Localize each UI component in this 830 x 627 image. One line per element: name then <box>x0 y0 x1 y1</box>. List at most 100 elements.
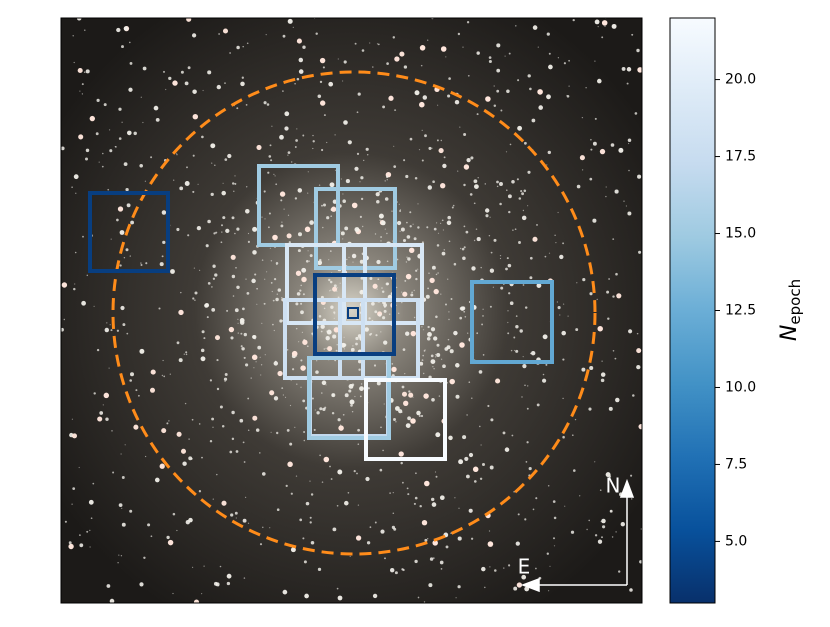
star <box>239 320 245 325</box>
star <box>576 184 581 189</box>
star <box>218 33 220 35</box>
star <box>173 179 175 181</box>
star <box>93 305 95 307</box>
star <box>256 287 258 290</box>
star <box>636 332 639 335</box>
star <box>459 342 465 348</box>
star <box>382 449 384 452</box>
star <box>316 360 318 362</box>
star <box>176 227 180 232</box>
star <box>632 394 635 397</box>
star <box>297 232 303 237</box>
star <box>410 330 417 337</box>
star <box>566 94 570 98</box>
star <box>221 224 223 227</box>
star <box>523 189 527 193</box>
star <box>185 353 188 356</box>
star <box>68 543 74 550</box>
star <box>406 256 408 258</box>
star <box>453 262 457 266</box>
star <box>172 512 176 516</box>
star <box>273 173 275 176</box>
star <box>200 348 205 353</box>
star <box>201 456 203 459</box>
star <box>299 518 303 522</box>
star <box>431 397 435 402</box>
star <box>123 162 128 167</box>
star <box>63 318 66 321</box>
star <box>332 199 338 204</box>
star <box>74 251 77 254</box>
star <box>287 214 290 216</box>
star <box>122 323 126 327</box>
star <box>549 565 551 567</box>
star <box>447 278 449 280</box>
star <box>508 564 511 567</box>
star <box>83 71 86 74</box>
star <box>140 263 143 267</box>
star <box>200 356 206 362</box>
star <box>391 363 394 365</box>
star <box>216 359 219 362</box>
star <box>351 253 357 259</box>
star <box>562 358 565 361</box>
star <box>524 306 528 309</box>
star <box>142 121 144 124</box>
star <box>431 265 436 270</box>
star <box>281 297 283 299</box>
star <box>393 527 397 531</box>
star <box>471 266 476 271</box>
star <box>439 560 444 565</box>
star <box>535 497 538 500</box>
star <box>434 353 437 356</box>
colorbar-label-main: N <box>777 325 802 341</box>
star <box>556 301 559 303</box>
star <box>191 418 194 421</box>
star <box>626 82 629 85</box>
star <box>357 92 361 96</box>
star <box>489 305 492 308</box>
star <box>493 104 497 107</box>
star <box>414 559 418 564</box>
star <box>296 292 301 296</box>
star <box>416 410 421 416</box>
star <box>537 46 539 48</box>
star <box>230 254 236 260</box>
star <box>408 247 415 254</box>
star <box>172 592 174 595</box>
star <box>236 45 240 50</box>
star <box>473 239 476 242</box>
star <box>625 205 628 207</box>
star <box>268 212 271 215</box>
star <box>256 144 262 150</box>
star <box>266 103 270 106</box>
star <box>365 147 369 151</box>
star <box>209 439 213 443</box>
star <box>240 332 243 335</box>
star <box>377 43 380 46</box>
star <box>437 232 440 234</box>
star <box>271 290 273 293</box>
star <box>309 254 313 258</box>
star <box>424 134 427 138</box>
star <box>334 313 336 315</box>
star <box>211 417 215 421</box>
star <box>211 162 213 164</box>
star <box>253 367 255 369</box>
star <box>448 311 450 313</box>
star <box>506 89 510 94</box>
star <box>96 348 100 352</box>
star <box>289 404 292 407</box>
star <box>331 393 336 398</box>
star <box>336 344 338 346</box>
star <box>332 286 338 292</box>
star <box>380 426 382 429</box>
star <box>376 43 379 45</box>
star <box>383 403 385 405</box>
star <box>461 247 465 251</box>
star <box>282 34 286 38</box>
star <box>256 303 258 305</box>
star <box>287 461 293 468</box>
star <box>364 327 369 332</box>
star <box>342 413 345 416</box>
